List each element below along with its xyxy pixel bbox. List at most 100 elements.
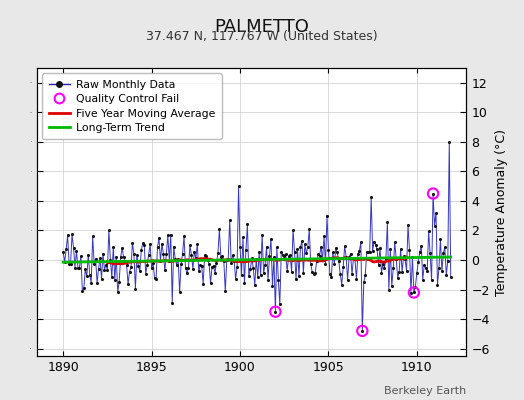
Point xyxy=(290,249,299,256)
Point xyxy=(242,247,250,254)
Point xyxy=(227,260,235,266)
Point xyxy=(301,241,309,248)
Point xyxy=(376,244,384,251)
Point xyxy=(134,263,143,270)
Point xyxy=(350,254,358,261)
Point xyxy=(80,285,88,291)
Point xyxy=(287,268,296,275)
Point xyxy=(193,241,202,248)
Point xyxy=(346,250,355,257)
Point xyxy=(162,251,170,257)
Point xyxy=(196,262,204,268)
Point xyxy=(399,253,408,260)
Point xyxy=(163,232,172,238)
Point xyxy=(320,233,328,240)
Point xyxy=(419,276,427,283)
Point xyxy=(429,190,437,197)
Point xyxy=(413,270,421,276)
Point xyxy=(199,280,208,287)
Point xyxy=(111,277,119,283)
Point xyxy=(171,255,179,262)
Point xyxy=(339,264,347,270)
Point xyxy=(302,250,311,256)
Point xyxy=(201,252,209,258)
Legend: Raw Monthly Data, Quality Control Fail, Five Year Moving Average, Long-Term Tren: Raw Monthly Data, Quality Control Fail, … xyxy=(42,74,222,140)
Point xyxy=(445,139,453,145)
Point xyxy=(286,252,294,258)
Point xyxy=(137,247,146,253)
Point xyxy=(442,272,451,278)
Point xyxy=(115,278,123,285)
Point xyxy=(131,286,139,292)
Point xyxy=(424,228,433,234)
Point xyxy=(357,239,365,246)
Point xyxy=(172,262,181,268)
Point xyxy=(93,280,101,286)
Y-axis label: Temperature Anomaly (°C): Temperature Anomaly (°C) xyxy=(495,128,508,296)
Point xyxy=(327,274,335,280)
Point xyxy=(430,222,439,229)
Point xyxy=(208,264,216,270)
Point xyxy=(149,260,157,266)
Point xyxy=(109,244,117,250)
Point xyxy=(205,261,213,267)
Point xyxy=(332,245,340,252)
Point xyxy=(245,273,253,279)
Point xyxy=(272,244,281,250)
Point xyxy=(217,254,225,260)
Point xyxy=(143,262,151,268)
Point xyxy=(124,281,132,287)
Point xyxy=(152,276,160,283)
Point xyxy=(444,258,452,264)
Point xyxy=(271,308,280,315)
Point xyxy=(385,287,393,294)
Point xyxy=(176,289,184,296)
Point xyxy=(333,249,342,256)
Point xyxy=(252,256,260,262)
Point xyxy=(241,280,249,286)
Point xyxy=(125,268,134,275)
Point xyxy=(388,283,396,290)
Point xyxy=(239,234,247,240)
Point xyxy=(372,241,380,248)
Point xyxy=(311,270,319,276)
Point xyxy=(236,244,244,250)
Point xyxy=(211,270,219,276)
Point xyxy=(174,255,182,262)
Point xyxy=(94,266,103,272)
Point xyxy=(299,270,308,276)
Point xyxy=(397,246,405,252)
Point xyxy=(258,232,266,238)
Point xyxy=(87,280,95,286)
Point xyxy=(232,276,240,282)
Point xyxy=(330,260,339,267)
Point xyxy=(161,267,169,274)
Point xyxy=(359,279,368,286)
Point xyxy=(421,264,430,271)
Point xyxy=(183,270,191,276)
Point xyxy=(383,219,391,226)
Point xyxy=(334,258,343,264)
Point xyxy=(146,241,155,247)
Text: 37.467 N, 117.767 W (United States): 37.467 N, 117.767 W (United States) xyxy=(146,30,378,43)
Point xyxy=(270,254,278,260)
Point xyxy=(374,262,383,268)
Point xyxy=(414,259,422,265)
Point xyxy=(85,272,94,278)
Point xyxy=(379,261,387,267)
Point xyxy=(71,264,79,271)
Point xyxy=(432,210,440,216)
Point xyxy=(336,270,344,277)
Point xyxy=(206,280,215,286)
Point xyxy=(264,277,272,283)
Point xyxy=(373,246,381,253)
Point xyxy=(364,248,373,255)
Point xyxy=(377,269,386,276)
Point xyxy=(223,257,231,264)
Point xyxy=(283,268,291,274)
Point xyxy=(368,248,377,254)
Point xyxy=(296,244,304,250)
Point xyxy=(145,252,153,258)
Point xyxy=(352,275,361,282)
Point xyxy=(366,248,374,255)
